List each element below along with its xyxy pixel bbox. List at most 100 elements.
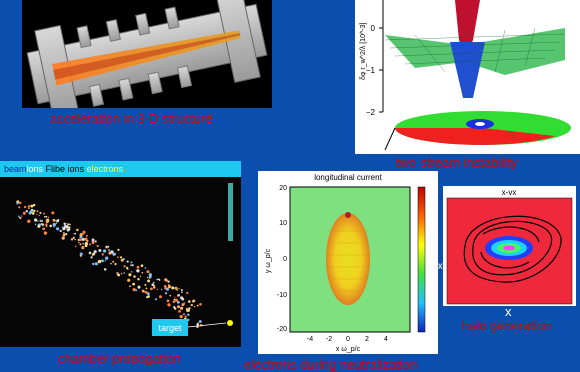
beam-particle: [131, 271, 133, 273]
beam-particle: [39, 211, 42, 214]
beam-particle: [136, 269, 140, 273]
beam-particle: [16, 202, 19, 205]
beam-particle: [181, 297, 185, 301]
legend-ions: ions: [26, 164, 44, 174]
beam-particle: [101, 259, 104, 263]
acceleration-caption: acceleration in 3-D structure: [50, 111, 213, 126]
two-stream-tick-2: −2: [366, 108, 376, 117]
neutralization-image: longitudinal current 20 10 0 -10 -20 -4 …: [258, 171, 438, 354]
beam-particle: [128, 273, 132, 277]
beam-particle: [174, 298, 178, 302]
beam-particle: [91, 240, 95, 244]
two-stream-tick-1: −1: [366, 66, 376, 75]
beam-particle: [61, 226, 64, 228]
beam-particle: [184, 315, 187, 318]
halo-image: x-vx: [443, 186, 576, 306]
beam-particle: [127, 278, 131, 282]
beam-particle: [27, 205, 31, 208]
px-label-p: p: [430, 252, 438, 268]
beam-particle: [156, 278, 158, 281]
beam-particle: [136, 265, 140, 269]
beam-particle: [157, 278, 160, 281]
beam-particle: [154, 298, 158, 301]
beam-particle: [94, 262, 98, 266]
beam-particle: [27, 219, 31, 223]
beam-particle: [30, 204, 34, 208]
beam-particle: [123, 272, 125, 274]
beam-particle: [177, 305, 180, 309]
beam-particle: [160, 288, 163, 291]
beam-particle: [85, 234, 88, 237]
beam-particle: [74, 245, 77, 248]
beam-particle: [97, 259, 102, 264]
beam-particle: [198, 320, 202, 323]
beam-particle: [190, 303, 193, 307]
beam-particle: [44, 215, 46, 218]
beam-particle: [79, 232, 83, 237]
beam-particle: [63, 225, 67, 229]
neutralization-caption: electrons during neutralization: [244, 357, 418, 372]
beam-particle: [163, 284, 167, 288]
beam-particle: [55, 222, 58, 224]
neutralization-ytick-0: 20: [279, 185, 287, 192]
beam-particle: [59, 229, 62, 233]
beam-particle: [179, 314, 183, 319]
beam-particle: [63, 222, 66, 226]
beam-particle: [167, 280, 170, 283]
beam-particle: [173, 306, 176, 309]
beam-particle: [176, 301, 180, 304]
target-dot: [227, 320, 233, 326]
beam-particle: [183, 304, 185, 306]
beam-particle: [132, 282, 135, 286]
beam-particle: [180, 288, 183, 292]
beam-particle: [146, 292, 150, 296]
beam-particle: [171, 286, 175, 290]
beam-particle: [153, 281, 155, 284]
beam-particle: [104, 260, 107, 262]
beam-particle: [45, 219, 49, 224]
beam-particle: [112, 260, 115, 263]
beam-particle: [174, 286, 178, 290]
beam-particle: [93, 250, 97, 254]
beam-particle: [105, 258, 107, 260]
beam-particle: [137, 285, 141, 288]
beam-particle: [73, 233, 75, 235]
beam-particle: [22, 211, 26, 215]
beam-particle: [152, 286, 156, 289]
beam-particle: [36, 210, 39, 213]
neutralization-ytick-4: -20: [277, 326, 287, 333]
beam-particle: [164, 292, 168, 295]
beam-particle: [169, 294, 172, 297]
beam-particle: [132, 288, 136, 292]
neutralization-ytick-1: 10: [279, 220, 287, 227]
beam-particle: [28, 211, 32, 215]
beam-particle: [120, 256, 123, 259]
beam-particle: [183, 313, 185, 316]
target-label: target: [158, 323, 182, 333]
beam-particle: [145, 287, 148, 290]
beam-particle: [38, 214, 40, 217]
beam-particle: [72, 236, 75, 239]
beam-particle: [141, 289, 145, 293]
two-stream-caption: two-stream instability: [396, 155, 518, 170]
beam-particle: [110, 250, 114, 254]
beam-particle: [117, 273, 121, 277]
beam-particle: [146, 270, 150, 274]
beam-particle: [130, 264, 132, 266]
beam-particle: [69, 223, 71, 226]
beam-particle: [129, 285, 131, 288]
beam-particle: [52, 218, 56, 222]
beam-particle: [159, 295, 162, 299]
beam-particle: [144, 283, 147, 286]
beam-particle: [126, 266, 129, 270]
beam-particle: [120, 272, 123, 275]
beam-particle: [174, 296, 176, 298]
beam-particle: [81, 237, 85, 241]
beam-particle: [183, 302, 186, 304]
beam-particle: [74, 232, 77, 235]
beam-particle: [102, 249, 107, 253]
neutralization-xtick-2: 0: [346, 336, 350, 343]
beam-particle: [108, 249, 110, 251]
beam-particle: [103, 268, 107, 271]
beam-particle: [199, 302, 202, 306]
